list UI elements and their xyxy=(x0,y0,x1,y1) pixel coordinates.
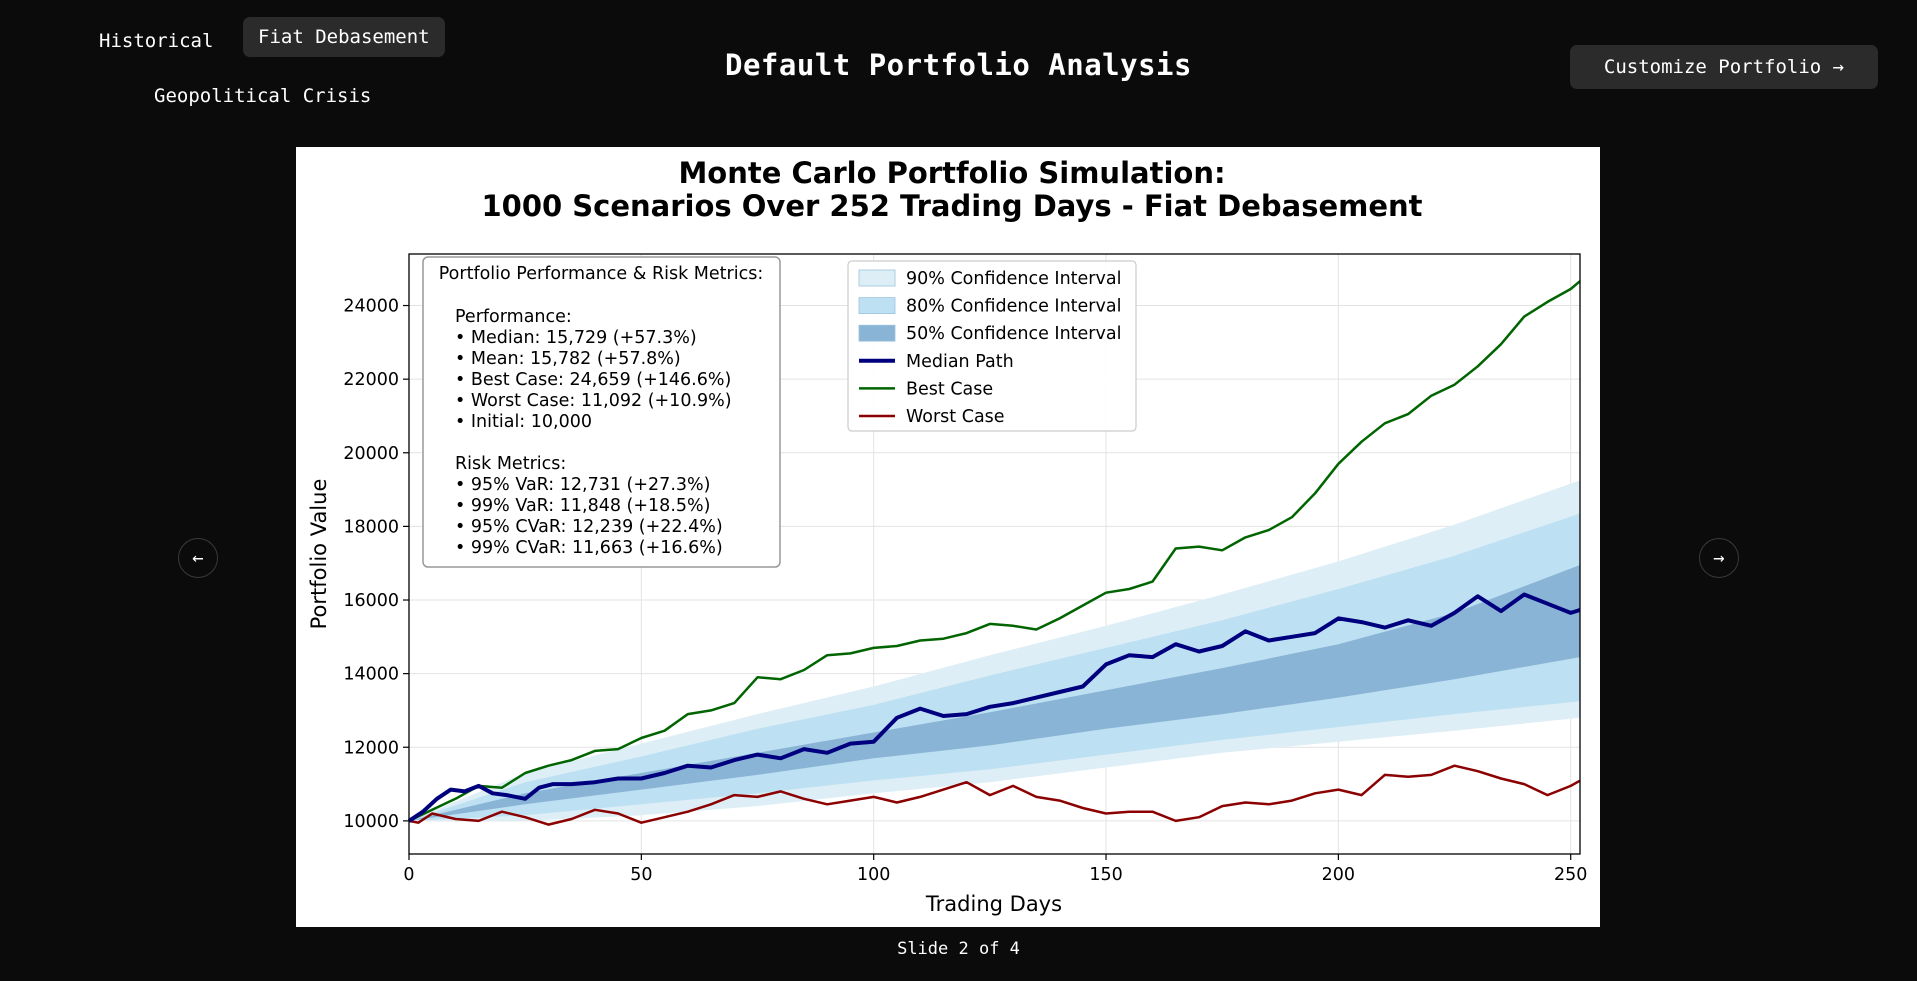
median-path-line xyxy=(407,592,1581,823)
chart-legend: 90% Confidence Interval 80% Confidence In… xyxy=(847,260,1137,432)
y-tick-label: 10000 xyxy=(343,812,399,832)
y-tick-label: 16000 xyxy=(343,591,399,611)
band-80-ci xyxy=(409,513,1580,821)
legend-label: 80% Confidence Interval xyxy=(906,297,1121,317)
arrow-left-icon: ← xyxy=(192,547,204,569)
y-tick-label: 12000 xyxy=(343,738,399,758)
stat-median: • Median: 15,729 (+57.3%) xyxy=(455,328,697,348)
monte-carlo-chart: Monte Carlo Portfolio Simulation: 1000 S… xyxy=(307,156,1587,916)
legend-label: 90% Confidence Interval xyxy=(906,269,1121,289)
tab-fiat-debasement[interactable]: Fiat Debasement xyxy=(243,17,445,57)
legend-label: 50% Confidence Interval xyxy=(906,324,1121,344)
tab-geopolitical-crisis[interactable]: Geopolitical Crisis xyxy=(154,85,372,107)
confidence-bands xyxy=(409,480,1580,821)
y-tick-label: 18000 xyxy=(343,517,399,537)
legend-swatch xyxy=(858,324,896,342)
x-tick-label: 0 xyxy=(403,865,414,885)
stats-box: Portfolio Performance & Risk Metrics: Pe… xyxy=(422,256,781,568)
stat-cvar-95: • 95% CVaR: 12,239 (+22.4%) xyxy=(455,517,723,537)
x-tick-label: 250 xyxy=(1554,865,1587,885)
x-axis-label: Trading Days xyxy=(925,892,1062,916)
arrow-right-icon: → xyxy=(1713,547,1725,569)
next-slide-button[interactable]: → xyxy=(1699,538,1739,578)
chart-panel: Monte Carlo Portfolio Simulation: 1000 S… xyxy=(296,147,1600,927)
legend-label: Median Path xyxy=(906,352,1014,372)
plot-frame xyxy=(408,253,1581,855)
stat-var-99: • 99% VaR: 11,848 (+18.5%) xyxy=(455,496,710,516)
legend-swatch xyxy=(858,297,896,315)
stat-cvar-99: • 99% CVaR: 11,663 (+16.6%) xyxy=(455,538,723,558)
x-tick-label: 50 xyxy=(630,865,652,885)
y-tick-label: 22000 xyxy=(343,370,399,390)
chart-series xyxy=(407,280,1581,826)
y-tick-label: 14000 xyxy=(343,665,399,685)
axis-ticks: 0 50 100 150 200 250 10000 12000 14000 16000 18000… xyxy=(343,297,1587,885)
x-tick-label: 150 xyxy=(1089,865,1122,885)
stats-title: Portfolio Performance & Risk Metrics: xyxy=(439,264,763,284)
stat-worst-case: • Worst Case: 11,092 (+10.9%) xyxy=(455,391,732,411)
chart-title-line-1: Monte Carlo Portfolio Simulation: xyxy=(678,156,1225,190)
previous-slide-button[interactable]: ← xyxy=(178,538,218,578)
page-title: Default Portfolio Analysis xyxy=(725,48,1192,82)
y-tick-label: 24000 xyxy=(343,297,399,317)
band-90-ci xyxy=(409,480,1580,821)
y-tick-label: 20000 xyxy=(343,444,399,464)
legend-label: Worst Case xyxy=(906,407,1005,427)
stat-initial: • Initial: 10,000 xyxy=(455,412,592,432)
stat-var-95: • 95% VaR: 12,731 (+27.3%) xyxy=(455,475,710,495)
x-tick-label: 200 xyxy=(1322,865,1355,885)
stat-best-case: • Best Case: 24,659 (+146.6%) xyxy=(455,370,731,390)
slide-counter: Slide 2 of 4 xyxy=(897,939,1020,959)
y-axis-label: Portfolio Value xyxy=(307,479,331,630)
risk-heading: Risk Metrics: xyxy=(455,454,566,474)
best-case-line xyxy=(408,280,1581,823)
legend-label: Best Case xyxy=(906,379,993,399)
performance-heading: Performance: xyxy=(455,307,572,327)
band-50-ci xyxy=(409,565,1580,821)
tab-historical[interactable]: Historical xyxy=(99,30,214,52)
customize-portfolio-button[interactable]: Customize Portfolio → xyxy=(1570,45,1878,89)
worst-case-line xyxy=(408,764,1581,826)
legend-swatch xyxy=(858,269,896,287)
stat-mean: • Mean: 15,782 (+57.8%) xyxy=(455,349,681,369)
x-tick-label: 100 xyxy=(857,865,890,885)
chart-title-line-2: 1000 Scenarios Over 252 Trading Days - F… xyxy=(481,189,1422,223)
